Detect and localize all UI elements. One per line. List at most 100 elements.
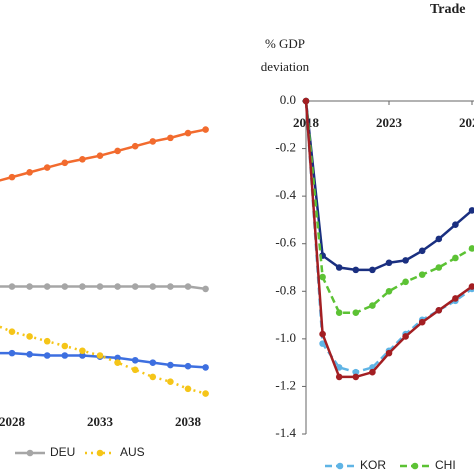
data-point <box>61 352 69 359</box>
data-point <box>452 221 459 228</box>
data-point <box>26 351 33 358</box>
data-point <box>43 337 51 345</box>
legend-label: KOR <box>360 458 386 472</box>
data-point <box>149 359 157 366</box>
data-point <box>319 330 326 338</box>
data-point <box>385 259 393 267</box>
data-point <box>96 152 104 160</box>
data-point <box>114 354 121 362</box>
data-point <box>418 271 426 278</box>
data-point <box>202 285 209 293</box>
legend-label: AUS <box>120 445 145 459</box>
y-tick-label: -1.2 <box>275 377 296 392</box>
legend-marker <box>336 462 344 470</box>
data-point <box>468 283 474 290</box>
data-point <box>352 373 360 381</box>
data-point <box>352 309 360 316</box>
data-point <box>402 333 409 340</box>
data-point <box>167 361 174 369</box>
x-tick-label: 2018 <box>293 115 320 130</box>
y-axis-label: deviation <box>261 59 310 74</box>
legend-marker <box>411 462 419 470</box>
x-tick-label: 2023 <box>376 115 403 130</box>
data-point <box>202 126 209 133</box>
y-tick-label: -0.8 <box>275 282 296 297</box>
data-point <box>335 309 343 316</box>
data-point <box>131 356 139 364</box>
data-point <box>26 283 33 290</box>
data-point <box>335 364 343 371</box>
data-point <box>319 340 326 347</box>
data-point <box>26 169 33 176</box>
data-point <box>61 283 69 290</box>
data-point <box>96 352 104 359</box>
y-tick-label: -0.6 <box>275 235 296 250</box>
data-point <box>167 134 174 142</box>
data-point <box>114 359 121 366</box>
data-point <box>8 349 16 357</box>
data-point <box>452 295 459 302</box>
data-point <box>352 266 360 274</box>
data-point <box>202 390 209 397</box>
data-point <box>369 302 376 309</box>
data-point <box>26 333 33 340</box>
series-line <box>304 100 473 374</box>
data-point <box>96 283 104 290</box>
series-line <box>304 100 473 314</box>
y-tick-label: -1.4 <box>275 425 296 440</box>
data-point <box>8 328 16 336</box>
legend-marker <box>96 449 104 457</box>
data-point <box>369 266 376 274</box>
data-point <box>418 318 426 326</box>
legend-label: CHI <box>435 458 456 472</box>
legend-marker <box>26 449 34 457</box>
data-point <box>149 373 157 381</box>
data-point <box>184 362 192 370</box>
data-point <box>468 245 474 252</box>
data-point <box>79 283 86 290</box>
data-point <box>184 283 192 290</box>
data-point <box>43 164 51 171</box>
data-point <box>43 352 51 359</box>
data-point <box>385 349 393 357</box>
data-point <box>8 283 16 290</box>
data-point <box>369 368 376 376</box>
data-point <box>184 385 192 393</box>
y-tick-label: -1.0 <box>275 330 296 345</box>
data-point <box>131 283 139 290</box>
data-point <box>149 138 157 145</box>
x-tick-label: 2033 <box>87 414 114 429</box>
data-point <box>302 97 310 105</box>
y-tick-label: -0.4 <box>275 187 296 202</box>
data-point <box>319 273 326 281</box>
y-tick-label: -0.2 <box>275 140 296 155</box>
data-point <box>149 283 157 290</box>
data-point <box>131 366 139 374</box>
data-point <box>131 142 139 150</box>
y-axis-label: % GDP <box>265 36 305 51</box>
data-point <box>43 283 51 290</box>
legend-label: DEU <box>50 445 75 459</box>
x-tick-label: 2038 <box>175 414 202 429</box>
data-point <box>402 278 409 286</box>
y-tick-label: 0.0 <box>280 92 296 107</box>
data-point <box>79 155 86 163</box>
data-point <box>435 307 443 314</box>
data-point <box>61 342 69 350</box>
data-point <box>184 129 192 137</box>
data-point <box>402 257 409 264</box>
data-point <box>435 264 443 271</box>
data-point <box>202 364 209 371</box>
x-tick-label: 2028 <box>459 115 474 130</box>
data-point <box>335 264 343 271</box>
data-point <box>79 352 86 359</box>
data-point <box>385 287 393 295</box>
x-tick-label: 2028 <box>0 414 26 429</box>
chart-title: Trade <box>430 2 466 17</box>
data-point <box>167 283 174 290</box>
series-line <box>304 100 473 379</box>
data-point <box>167 378 174 385</box>
data-point <box>335 373 343 381</box>
data-point <box>468 207 474 214</box>
